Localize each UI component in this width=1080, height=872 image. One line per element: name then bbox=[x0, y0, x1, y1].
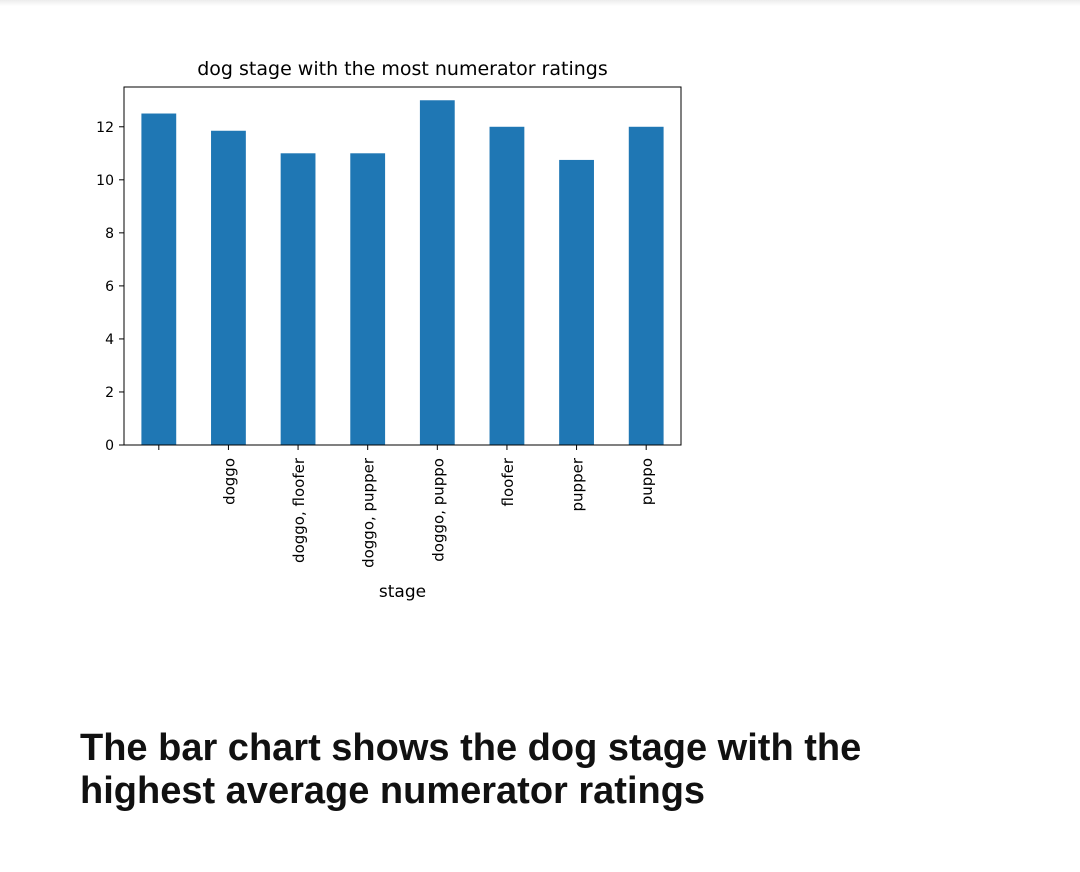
bar-chart: dog stage with the most numerator rating… bbox=[96, 58, 682, 602]
x-axis-label: stage bbox=[379, 582, 426, 602]
y-tick-label: 6 bbox=[105, 279, 114, 295]
bar bbox=[489, 126, 525, 446]
bars-group bbox=[141, 100, 664, 446]
y-tick-label: 2 bbox=[105, 385, 114, 401]
bar bbox=[211, 130, 246, 445]
x-tick-label: pupper bbox=[569, 457, 587, 511]
x-tick-label: doggo bbox=[220, 458, 238, 505]
bar bbox=[141, 113, 177, 445]
y-axis: 0 2 4 6 8 10 12 bbox=[96, 120, 124, 454]
x-tick-label: doggo, floofer bbox=[290, 457, 308, 563]
caption-text: The bar chart shows the dog stage with t… bbox=[80, 727, 862, 812]
top-shadow-bar bbox=[0, 0, 1080, 6]
x-axis: doggo doggo, floofer doggo, pupper doggo, p… bbox=[158, 445, 656, 568]
x-tick-label: puppo bbox=[638, 458, 656, 505]
bar bbox=[628, 126, 664, 446]
y-tick-label: 8 bbox=[105, 226, 114, 242]
bar bbox=[350, 153, 386, 445]
bar bbox=[559, 159, 594, 446]
x-tick-label: floofer bbox=[499, 457, 517, 506]
x-tick-label: doggo, puppo bbox=[429, 458, 447, 562]
y-tick-label: 12 bbox=[96, 120, 114, 136]
x-tick-label: doggo, pupper bbox=[360, 457, 378, 568]
bar bbox=[280, 153, 316, 445]
y-tick-label: 4 bbox=[105, 332, 114, 348]
bar bbox=[419, 100, 455, 445]
y-tick-label: 0 bbox=[105, 438, 114, 454]
y-tick-label: 10 bbox=[96, 173, 114, 189]
plot-frame bbox=[123, 86, 682, 446]
chart-title: dog stage with the most numerator rating… bbox=[197, 58, 608, 80]
